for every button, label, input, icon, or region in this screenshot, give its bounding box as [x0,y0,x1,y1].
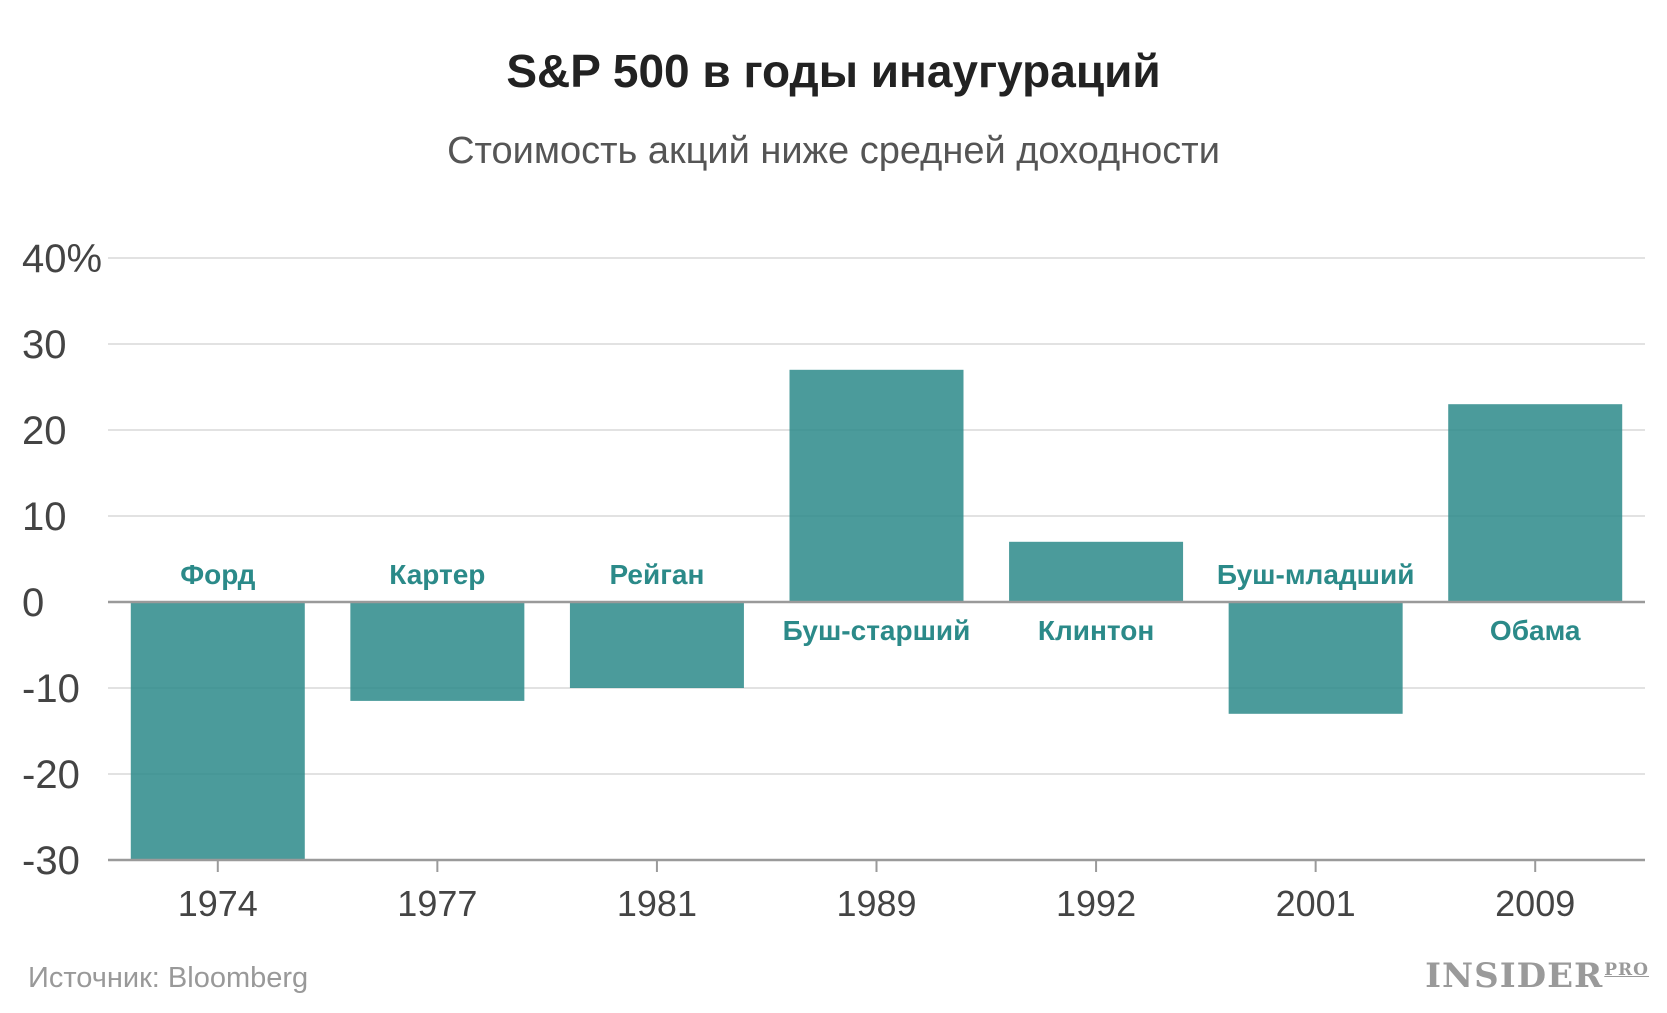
y-tick-label: 30 [22,323,67,367]
bar [130,602,305,860]
y-tick-label: -20 [22,753,80,797]
bar-label: Рейган [609,559,704,590]
y-tick-label: 10 [22,495,67,539]
insider-pro-logo: INSIDERPRO [1425,956,1649,996]
x-tick-label: 1974 [178,883,258,924]
x-tick-label: 1992 [1056,883,1136,924]
bar-label: Картер [389,559,485,590]
bar-label: Клинтон [1038,615,1154,646]
y-tick-label: 20 [22,409,67,453]
bar [569,602,744,688]
bar-label: Буш-младший [1217,559,1415,590]
bar [1448,404,1623,602]
bar [350,602,525,701]
y-tick-label: 40% [22,237,102,281]
y-tick-label: -30 [22,839,80,883]
bar [789,369,964,602]
logo-sub-text: PRO [1604,959,1649,980]
bar-label: Форд [180,559,255,590]
x-tick-label: 1989 [836,883,916,924]
bar [1228,602,1403,714]
page-title: S&P 500 в годы инаугураций [506,45,1161,97]
y-tick-label: 0 [22,581,44,625]
page-subtitle: Стоимость акций ниже средней доходности [447,130,1220,172]
bar [1009,541,1184,602]
y-tick-label: -10 [22,667,80,711]
x-tick-label: 1981 [617,883,697,924]
x-tick-label: 2001 [1276,883,1356,924]
source-note: Источник: Bloomberg [28,962,309,994]
logo-main-text: INSIDER [1425,956,1604,996]
bar-label: Обама [1490,615,1581,646]
bar-label: Буш-старший [783,615,971,646]
x-tick-label: 1977 [397,883,477,924]
x-tick-label: 2009 [1495,883,1575,924]
